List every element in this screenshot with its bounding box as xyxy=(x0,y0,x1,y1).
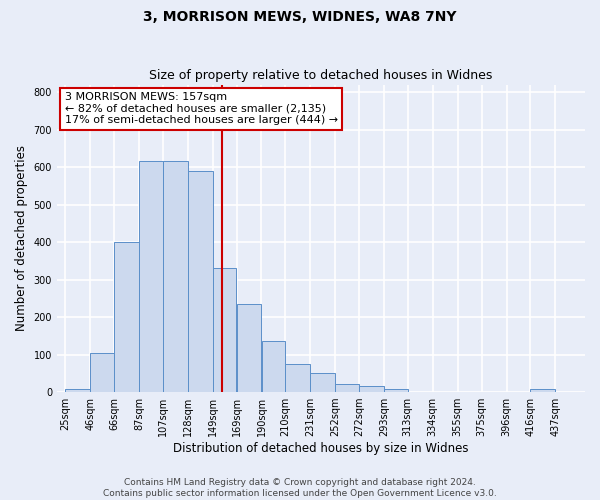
Text: 3 MORRISON MEWS: 157sqm
← 82% of detached houses are smaller (2,135)
17% of semi: 3 MORRISON MEWS: 157sqm ← 82% of detache… xyxy=(65,92,338,126)
Bar xyxy=(188,171,212,392)
Bar xyxy=(114,242,139,392)
Bar xyxy=(65,389,90,392)
Bar xyxy=(310,372,335,392)
Text: 3, MORRISON MEWS, WIDNES, WA8 7NY: 3, MORRISON MEWS, WIDNES, WA8 7NY xyxy=(143,10,457,24)
Bar xyxy=(384,389,407,392)
Y-axis label: Number of detached properties: Number of detached properties xyxy=(15,146,28,332)
X-axis label: Distribution of detached houses by size in Widnes: Distribution of detached houses by size … xyxy=(173,442,469,455)
Bar xyxy=(236,304,262,392)
Bar xyxy=(213,268,236,392)
Bar xyxy=(262,342,285,392)
Bar xyxy=(91,352,114,392)
Text: Contains HM Land Registry data © Crown copyright and database right 2024.
Contai: Contains HM Land Registry data © Crown c… xyxy=(103,478,497,498)
Bar xyxy=(335,384,359,392)
Bar xyxy=(530,389,555,392)
Bar xyxy=(163,162,188,392)
Bar xyxy=(139,162,163,392)
Bar xyxy=(359,386,384,392)
Bar xyxy=(286,364,310,392)
Title: Size of property relative to detached houses in Widnes: Size of property relative to detached ho… xyxy=(149,69,493,82)
